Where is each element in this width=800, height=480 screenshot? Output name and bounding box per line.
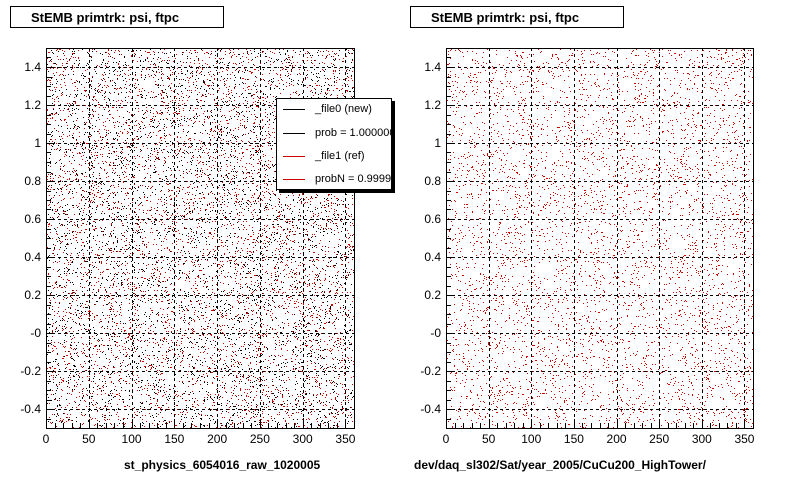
x-axis-label-right: dev/daq_sl302/Sat/year_2005/CuCu200_High… — [414, 458, 706, 472]
y-tick-label: 1.4 — [424, 60, 441, 74]
chart-title-right: StEMB primtrk: psi, ftpc — [410, 6, 624, 28]
series-points — [46, 48, 355, 429]
x-tick-label: 350 — [734, 432, 754, 446]
legend-line-red — [283, 156, 305, 157]
series-points — [46, 48, 355, 429]
x-tick-label: 300 — [293, 432, 313, 446]
y-tick-label: -0.2 — [20, 364, 41, 378]
legend-entry-ref: _file1 (ref) — [277, 146, 391, 166]
x-tick-label: 250 — [649, 432, 669, 446]
series-0 — [46, 48, 355, 429]
x-tick-label: 250 — [250, 432, 270, 446]
y-tick-label: -0 — [430, 326, 441, 340]
x-tick-label: 300 — [692, 432, 712, 446]
x-tick-label: 0 — [443, 432, 450, 446]
x-tick-label: 100 — [122, 432, 142, 446]
x-tick-label: 200 — [207, 432, 227, 446]
y-tick-label: 0.6 — [424, 212, 441, 226]
y-tick-label: 0.2 — [24, 288, 41, 302]
x-axis — [446, 419, 754, 428]
y-tick-label: -0.4 — [420, 402, 441, 416]
legend-label: _file0 (new) — [315, 103, 372, 115]
x-tick-label: 200 — [607, 432, 627, 446]
y-tick-label: 1 — [34, 136, 41, 150]
x-tick-label: 50 — [82, 432, 96, 446]
y-axis — [46, 48, 55, 429]
x-axis-label-left: st_physics_6054016_raw_1020005 — [124, 458, 321, 472]
y-tick-label: 0.8 — [424, 174, 441, 188]
x-tick-label: 150 — [164, 432, 184, 446]
series-1 — [46, 48, 355, 429]
legend-line-red — [283, 179, 305, 180]
scatter-panel-right: 0 50 100 150 200 250 300 350 -0.4 -0.2 -0 0.2 0.4 0.6… — [420, 48, 755, 446]
scatter-points — [46, 48, 355, 429]
legend-label: _file1 (ref) — [315, 150, 365, 162]
y-tick-label: 0.2 — [424, 288, 441, 302]
plot-area — [446, 48, 753, 428]
y-tick-label: 0.4 — [24, 250, 41, 264]
chart-title-left: StEMB primtrk: psi, ftpc — [10, 6, 224, 28]
x-tick-label: 150 — [564, 432, 584, 446]
legend-entry-probn: probN = 0.999989 — [277, 169, 392, 189]
x-axis — [46, 419, 355, 428]
y-tick-label: 0.8 — [24, 174, 41, 188]
legend-label: prob = 1.000000 — [315, 127, 392, 139]
y-tick-label: 1.2 — [424, 98, 441, 112]
y-tick-label: 1 — [434, 136, 441, 150]
y-tick-label: -0.2 — [420, 364, 441, 378]
y-axis — [446, 48, 455, 429]
legend-box: _file0 (new) prob = 1.000000 _file1 (ref… — [276, 98, 392, 190]
x-tick-label: 0 — [43, 432, 50, 446]
legend-entry-new: _file0 (new) — [277, 99, 391, 119]
y-tick-label: 0.4 — [424, 250, 441, 264]
y-tick-label: -0 — [30, 326, 41, 340]
legend-line-black — [283, 133, 305, 134]
legend-label: probN = 0.999989 — [315, 173, 392, 185]
x-tick-label: 100 — [521, 432, 541, 446]
x-tick-label: 50 — [482, 432, 496, 446]
y-tick-label: 1.4 — [24, 60, 41, 74]
legend-entry-prob: prob = 1.000000 — [277, 123, 392, 143]
y-tick-label: 0.6 — [24, 212, 41, 226]
y-tick-label: 1.2 — [24, 98, 41, 112]
legend-line-black — [283, 109, 305, 110]
x-tick-label: 350 — [335, 432, 355, 446]
y-tick-label: -0.4 — [20, 402, 41, 416]
